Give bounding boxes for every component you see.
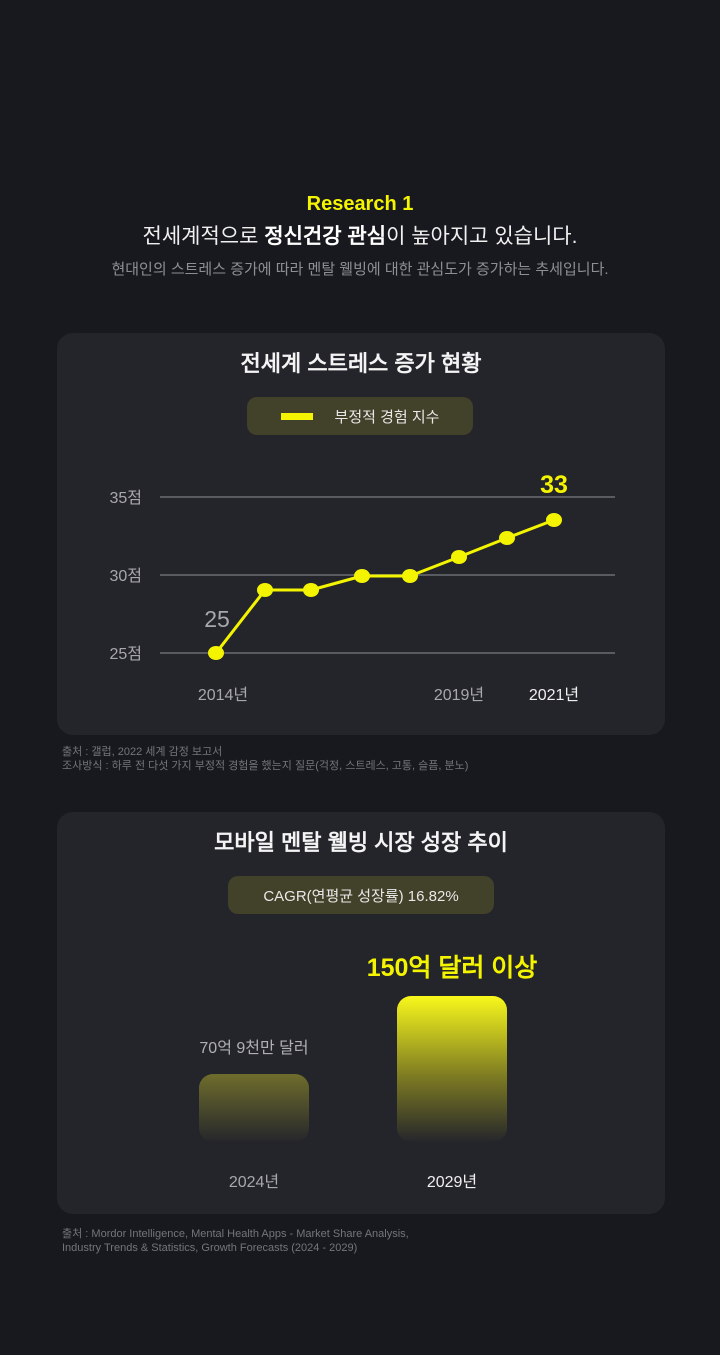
bar-year-2024: 2024년	[228, 1174, 280, 1191]
y-tick-35: 35점	[109, 489, 142, 507]
footnote-source: 출처 : 갤럽, 2022 세계 감정 보고서	[62, 746, 223, 758]
legend-swatch-icon	[280, 412, 313, 420]
y-tick-30: 30점	[109, 567, 142, 585]
end-value-label: 33	[540, 471, 568, 499]
x-label-2021: 2021년	[529, 686, 579, 704]
footnote-source-line1: 출처 : Mordor Intelligence, Mental Health …	[62, 1228, 409, 1240]
chart-legend: 부정적 경험 지수	[247, 397, 473, 435]
bar-year-2029: 2029년	[426, 1174, 478, 1191]
research-eyebrow: Research 1	[306, 193, 414, 215]
stress-chart-card: 전세계 스트레스 증가 현황 부정적 경험 지수 35점 30점 25점 25 …	[57, 333, 665, 735]
headline-pre: 전세계적으로	[142, 225, 265, 248]
headline-bold: 정신건강 관심	[264, 225, 387, 248]
data-point[interactable]	[208, 646, 224, 660]
bar-2024[interactable]	[199, 1074, 309, 1142]
intro-headline: 전세계적으로 정신건강 관심이 높아지고 있습니다.	[0, 222, 720, 252]
cagr-badge: CAGR(연평균 성장률) 16.82%	[228, 876, 494, 914]
intro-section: Research 1 전세계적으로 정신건강 관심이 높아지고 있습니다. 현대…	[0, 190, 720, 282]
data-point[interactable]	[451, 550, 467, 564]
y-tick-25: 25점	[109, 645, 142, 663]
intro-subline: 현대인의 스트레스 증가에 따라 멘탈 웰빙에 대한 관심도가 증가하는 추세입…	[111, 261, 609, 278]
data-point[interactable]	[499, 531, 515, 545]
line-chart: 35점 30점 25점 25 33 2014년 2019년 2021년	[109, 471, 615, 704]
stress-chart-footnote: 출처 : 갤럽, 2022 세계 감정 보고서 조사방식 : 하루 전 다섯 가…	[62, 745, 468, 773]
data-point[interactable]	[546, 513, 562, 527]
bar-value-2029: 150억 달러 이상	[366, 954, 538, 982]
start-value-label: 25	[204, 606, 230, 632]
data-point[interactable]	[402, 569, 418, 583]
legend-label: 부정적 경험 지수	[334, 408, 440, 426]
bar-value-2024: 70억 9천만 달러	[199, 1040, 309, 1057]
data-point[interactable]	[257, 583, 273, 597]
headline-post: 이 높아지고 있습니다.	[386, 225, 578, 248]
x-label-2019: 2019년	[434, 686, 484, 704]
bar-2029[interactable]	[397, 996, 507, 1142]
data-point[interactable]	[354, 569, 370, 583]
market-chart-footnote: 출처 : Mordor Intelligence, Mental Health …	[62, 1227, 409, 1255]
footnote-source-line2: Industry Trends & Statistics, Growth For…	[62, 1242, 358, 1254]
market-chart-title: 모바일 멘탈 웰빙 시장 성장 추이	[214, 830, 508, 855]
market-chart-card: 모바일 멘탈 웰빙 시장 성장 추이 CAGR(연평균 성장률) 16.82% …	[57, 812, 665, 1214]
footnote-method: 조사방식 : 하루 전 다섯 가지 부정적 경험을 했는지 질문(걱정, 스트레…	[62, 760, 469, 772]
x-label-2014: 2014년	[198, 686, 248, 704]
series-points	[208, 513, 562, 660]
data-point[interactable]	[303, 583, 319, 597]
stress-chart-title: 전세계 스트레스 증가 현황	[240, 351, 482, 376]
